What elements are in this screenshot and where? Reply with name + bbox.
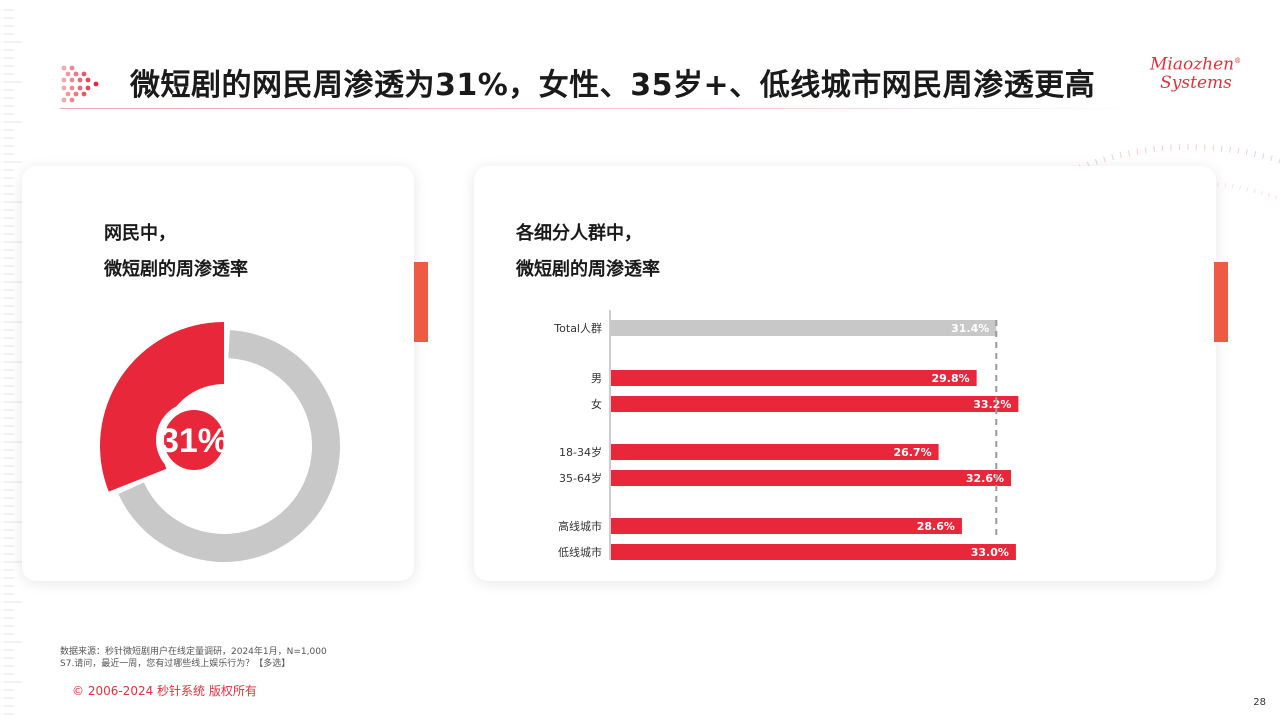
segment-bar-chart: Total人群 31.4% 男 29.8% 女 33.2% 18-34岁 26.7% 35-64… [553,310,1019,560]
arc-tick [1103,156,1106,163]
arc-tick [1229,146,1231,153]
source-line2: S7.请问，最近一周，您有过哪些线上娱乐行为？【多选】 [60,659,291,669]
brand-line2: Systems [1160,72,1232,93]
arc-tick [1224,183,1227,188]
overall-penetration-card: 网民中， 微短剧的周渗透率 31% [22,166,414,581]
bar [611,320,997,336]
bar [611,518,962,534]
left-card-heading: 网民中， 微短剧的周渗透率 [104,216,248,288]
logo-dot [77,77,83,83]
logo-dot [81,91,87,97]
left-heading-line1: 网民中， [104,223,176,244]
logo-dot [61,97,67,103]
left-accent-bar [414,262,428,342]
bar-value-label: 33.2% [973,398,1011,411]
donut-center-label: 31% [160,422,228,460]
arc-tick [1270,155,1273,162]
bar [611,396,1019,412]
penetration-donut-chart: 31% [99,322,340,562]
category-label: Total人群 [553,321,602,335]
bar [611,470,1012,486]
arc-tick [1136,148,1139,155]
bar-value-label: 33.0% [971,546,1009,559]
logo-dot [69,85,75,91]
logo-dot [73,71,79,77]
logo-dot [93,81,99,87]
arc-tick [1274,195,1278,200]
logo-dot [61,85,67,91]
logo-dot [69,77,75,83]
logo-dot [85,77,91,83]
logo-dot [81,71,87,77]
arc-tick [1111,154,1114,161]
category-label: 低线城市 [558,545,602,559]
right-heading-line1: 各细分人群中， [516,223,642,244]
arc-tick [1237,147,1240,154]
bar-value-label: 29.8% [931,372,969,385]
right-heading-line2: 微短剧的周渗透率 [516,259,660,280]
category-label: 男 [591,372,602,385]
brand-logo: Miaozhen® Systems [1150,54,1242,93]
bar-value-label: 32.6% [966,472,1004,485]
category-label: 女 [591,397,602,411]
bar [611,370,977,386]
arrow-dots-logo-icon [61,65,99,103]
logo-dot [65,91,71,97]
arc-tick [1267,192,1271,197]
arc-tick [1239,185,1241,190]
logo-dot [61,65,67,71]
category-label: 35-64岁 [559,471,602,485]
arc-tick [1153,146,1155,153]
donut-slice-highlight-group [99,322,224,492]
logo-dot [85,85,91,91]
logo-dot [73,91,79,97]
arc-tick [1245,149,1248,156]
arc-tick [1161,145,1164,152]
logo-dot [65,71,71,77]
arc-tick [1094,158,1098,165]
page-title: 微短剧的网民周渗透为31%，女性、35岁+、低线城市网民周渗透更高 [130,68,1096,103]
page-number: 28 [1253,697,1266,708]
bar-value-label: 26.7% [893,446,931,459]
arc-tick [1260,190,1263,195]
right-card-heading: 各细分人群中， 微短剧的周渗透率 [516,216,660,288]
category-label: 高线城市 [558,519,602,533]
logo-dot [77,85,83,91]
arc-tick [1119,151,1122,159]
arc-tick [1246,187,1249,192]
bar-value-label: 31.4% [951,322,989,335]
arc-tick [1253,151,1257,158]
logo-dot [69,65,75,71]
bar [611,544,1016,560]
title-underline [60,108,1150,109]
category-label: 18-34岁 [559,445,602,459]
arc-tick [1231,184,1234,189]
left-ruler-decoration [4,9,22,715]
arc-tick [1262,152,1265,160]
segment-penetration-card: 各细分人群中， 微短剧的周渗透率 Total人群 31.4% 男 29.8% 女 33.2… [474,166,1216,581]
right-accent-bar [1214,262,1228,342]
copyright-text: © 2006-2024 秒针系统 版权所有 [72,684,257,698]
brand-line1: Miaozhen [1150,54,1235,75]
arc-tick [1144,147,1147,154]
arc-tick [1220,145,1223,152]
donut-slice-highlight [99,322,224,492]
bar-value-label: 28.6% [917,520,955,533]
donut-center-dot [164,410,224,470]
logo-dot [69,97,75,103]
source-footnote: 数据来源：秒针微短剧用户在线定量调研，2024年1月，N=1,000 S7.请问… [60,646,327,670]
arc-tick [1127,150,1131,157]
bar [611,444,939,460]
logo-dot [61,77,67,83]
source-line1: 数据来源：秒针微短剧用户在线定量调研，2024年1月，N=1,000 [60,647,327,657]
left-heading-line2: 微短剧的周渗透率 [104,259,248,280]
arc-tick [1253,188,1256,193]
